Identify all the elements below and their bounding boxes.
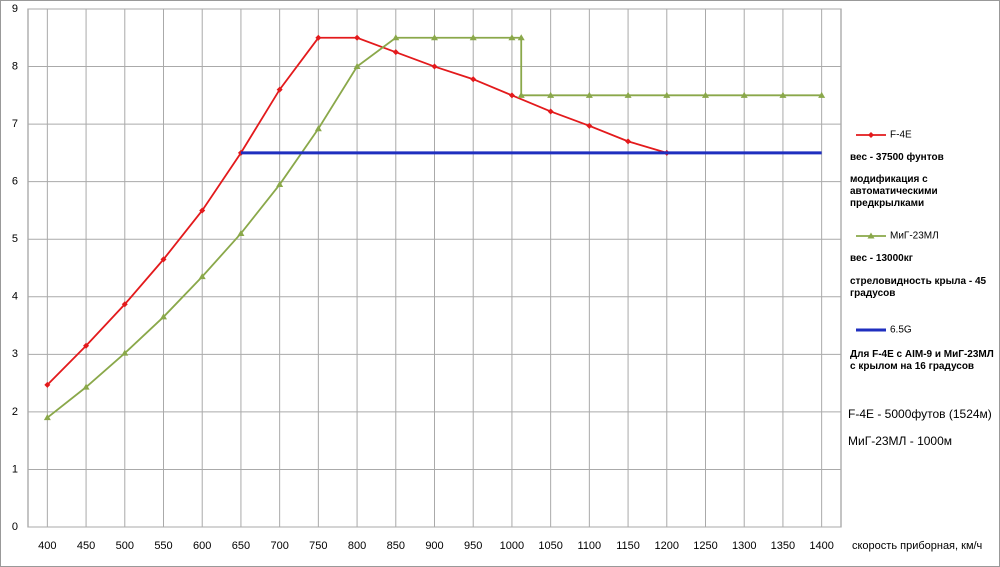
data-point [469,34,477,41]
data-point [121,349,129,356]
x-tick-label: 1350 [771,540,795,552]
data-point [663,91,671,98]
legend-label: F-4E [890,130,912,141]
y-tick-label: 5 [12,233,18,245]
x-tick-label: 1400 [809,540,833,552]
data-point [276,86,283,93]
x-tick-label: 700 [270,540,288,552]
x-tick-label: 900 [425,540,443,552]
x-axis-label: скорость приборная, км/ч [852,540,982,552]
data-point [547,108,554,115]
data-point [585,91,593,98]
data-point [160,313,167,320]
x-tick-label: 1200 [655,540,679,552]
data-point [353,63,361,70]
y-tick-label: 0 [12,521,18,533]
data-point [508,92,515,99]
data-point [160,256,167,263]
x-tick-label: 600 [193,540,211,552]
y-tick-label: 7 [12,118,18,130]
data-point [315,34,322,41]
annotation: F-4E - 5000футов (1524м) [848,407,992,421]
legend-label: МиГ-23МЛ [890,231,939,242]
y-tick-label: 3 [12,348,18,360]
data-point [517,91,525,98]
data-point [121,301,128,308]
data-point [625,138,632,145]
x-tick-label: 850 [387,540,405,552]
data-point [392,34,400,41]
legend-note: вес - 13000кг [850,253,913,264]
x-tick-label: 800 [348,540,366,552]
data-point [199,207,206,214]
x-tick-label: 1300 [732,540,756,552]
x-tick-label: 750 [309,540,327,552]
x-tick-label: 650 [232,540,250,552]
data-point [82,383,90,390]
data-point [470,76,477,83]
data-point [508,34,516,41]
x-tick-label: 1250 [693,540,717,552]
data-point [867,232,875,239]
data-point [547,91,555,98]
legend-note: Для F-4E с AIM-9 и МиГ-23МЛ с крылом на … [850,349,994,372]
data-point [624,91,632,98]
data-point [43,414,51,421]
annotation: МиГ-23МЛ - 1000м [848,434,953,448]
y-tick-label: 9 [12,3,18,15]
x-tick-label: 1000 [500,540,524,552]
y-tick-label: 4 [12,291,18,303]
legend-note: вес - 37500 фунтов [850,152,944,163]
legend-note: стреловидность крыла - 45 градусов [850,276,987,299]
data-point [779,91,787,98]
y-tick-label: 6 [12,176,18,188]
data-point [431,34,438,41]
data-point [314,125,322,132]
legend-note: модификация с автоматическими предкрылка… [850,174,938,209]
data-point [44,381,51,388]
x-tick-label: 500 [116,540,134,552]
y-tick-label: 8 [12,60,18,72]
data-point [431,63,438,70]
data-point [740,91,748,98]
x-tick-label: 550 [154,540,172,552]
data-point [198,273,206,280]
data-point [237,229,245,236]
data-point [586,122,593,129]
x-tick-label: 400 [38,540,56,552]
data-point [392,49,399,56]
data-point [276,181,284,188]
data-point [354,34,361,41]
y-tick-label: 2 [12,406,18,418]
x-tick-label: 950 [464,540,482,552]
x-tick-label: 1100 [578,540,602,552]
x-tick-label: 450 [77,540,95,552]
data-point [868,132,874,138]
y-tick-label: 1 [12,463,18,475]
x-tick-label: 1150 [616,540,640,552]
data-point [818,91,826,98]
data-point [517,34,525,41]
legend-label: 6.5G [890,325,912,336]
data-point [83,342,90,349]
data-point [702,91,709,98]
x-tick-label: 1050 [538,540,562,552]
